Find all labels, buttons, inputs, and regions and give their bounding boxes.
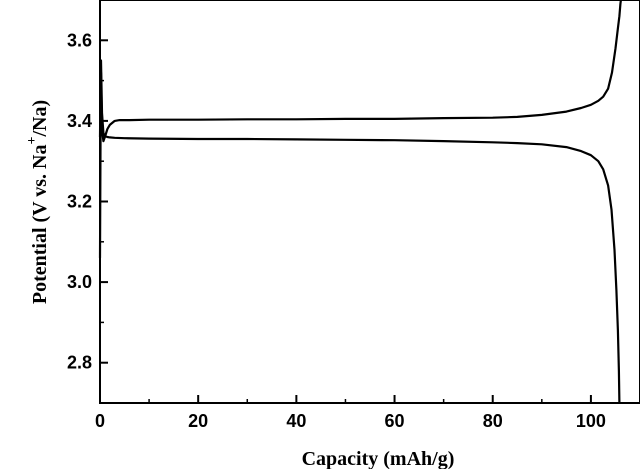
x-tick-label: 20 <box>188 411 208 431</box>
x-tick-label: 60 <box>385 411 405 431</box>
series-line-1 <box>98 0 622 258</box>
y-tick-label: 2.8 <box>67 353 92 373</box>
x-tick-label: 100 <box>576 411 606 431</box>
y-tick-label: 3.4 <box>67 111 92 131</box>
x-tick-label: 0 <box>95 411 105 431</box>
x-tick-label: 40 <box>286 411 306 431</box>
y-tick-label: 3.0 <box>67 272 92 292</box>
y-axis-title-main: Potential (V vs. Na <box>29 145 51 305</box>
x-tick-label: 80 <box>483 411 503 431</box>
plot-frame <box>99 0 640 404</box>
x-axis-title: Capacity (mAh/g) <box>302 448 455 469</box>
y-tick-label: 3.6 <box>67 30 92 50</box>
y-axis-title-superscript: + <box>25 137 40 145</box>
y-axis-title-tail: /Na) <box>29 100 51 138</box>
tick-group: 0 20 40 60 80 100 2.8 3.0 3.2 3.4 3.6 <box>67 0 606 431</box>
y-axis-title: Potential (V vs. Na+/Na) <box>25 100 51 304</box>
series-line-2 <box>98 59 621 404</box>
series-group <box>98 0 622 404</box>
y-tick-label: 3.2 <box>67 192 92 212</box>
